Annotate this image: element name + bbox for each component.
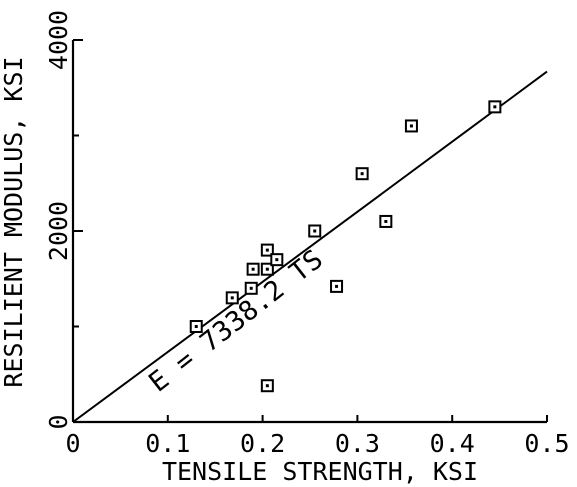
data-point-center bbox=[251, 267, 255, 271]
axes-layer: 0 0.1 0.2 0.3 0.4 0.5 0 2000 4000 bbox=[44, 10, 570, 458]
data-point-center bbox=[265, 384, 269, 388]
fit-line-layer bbox=[72, 70, 548, 423]
y-axis-title: RESILIENT MODULUS, KSI bbox=[0, 56, 28, 387]
data-point bbox=[260, 262, 274, 276]
x-tick-label: 0.5 bbox=[524, 429, 569, 458]
data-point bbox=[270, 253, 284, 267]
x-tick-label: 0.4 bbox=[430, 429, 475, 458]
data-point bbox=[260, 379, 274, 393]
data-point-center bbox=[384, 219, 388, 223]
data-point bbox=[308, 224, 322, 238]
data-point bbox=[189, 320, 203, 333]
data-point bbox=[225, 291, 239, 305]
regression-line bbox=[72, 70, 548, 423]
data-point bbox=[355, 167, 369, 181]
data-point-center bbox=[360, 172, 364, 176]
data-point-center bbox=[265, 267, 269, 271]
x-tick-label: 0.1 bbox=[145, 429, 190, 458]
data-point bbox=[404, 119, 418, 133]
data-point bbox=[330, 279, 344, 293]
data-point-center bbox=[265, 248, 269, 252]
data-point-center bbox=[409, 124, 413, 128]
data-point-center bbox=[275, 258, 279, 262]
regression-equation-label: E = 7338.2 TS bbox=[143, 244, 329, 399]
x-tick-label: 0 bbox=[65, 429, 80, 458]
data-point-center bbox=[230, 296, 234, 300]
y-tick-label: 4000 bbox=[44, 10, 73, 70]
x-axis-title: TENSILE STRENGTH, KSI bbox=[162, 457, 478, 486]
y-tick-label: 0 bbox=[44, 414, 73, 429]
data-point-center bbox=[493, 105, 497, 109]
data-points-layer bbox=[189, 100, 502, 393]
data-point bbox=[488, 100, 502, 114]
x-tick-label: 0.3 bbox=[335, 429, 380, 458]
y-tick-label: 2000 bbox=[44, 201, 73, 261]
data-point-center bbox=[313, 229, 317, 233]
data-point bbox=[244, 281, 258, 295]
data-point-center bbox=[249, 286, 253, 290]
data-point bbox=[379, 214, 393, 228]
x-tick-label: 0.2 bbox=[240, 429, 285, 458]
data-point bbox=[260, 243, 274, 257]
data-point-center bbox=[335, 284, 339, 288]
data-point-center bbox=[194, 325, 198, 328]
data-point bbox=[246, 262, 260, 276]
